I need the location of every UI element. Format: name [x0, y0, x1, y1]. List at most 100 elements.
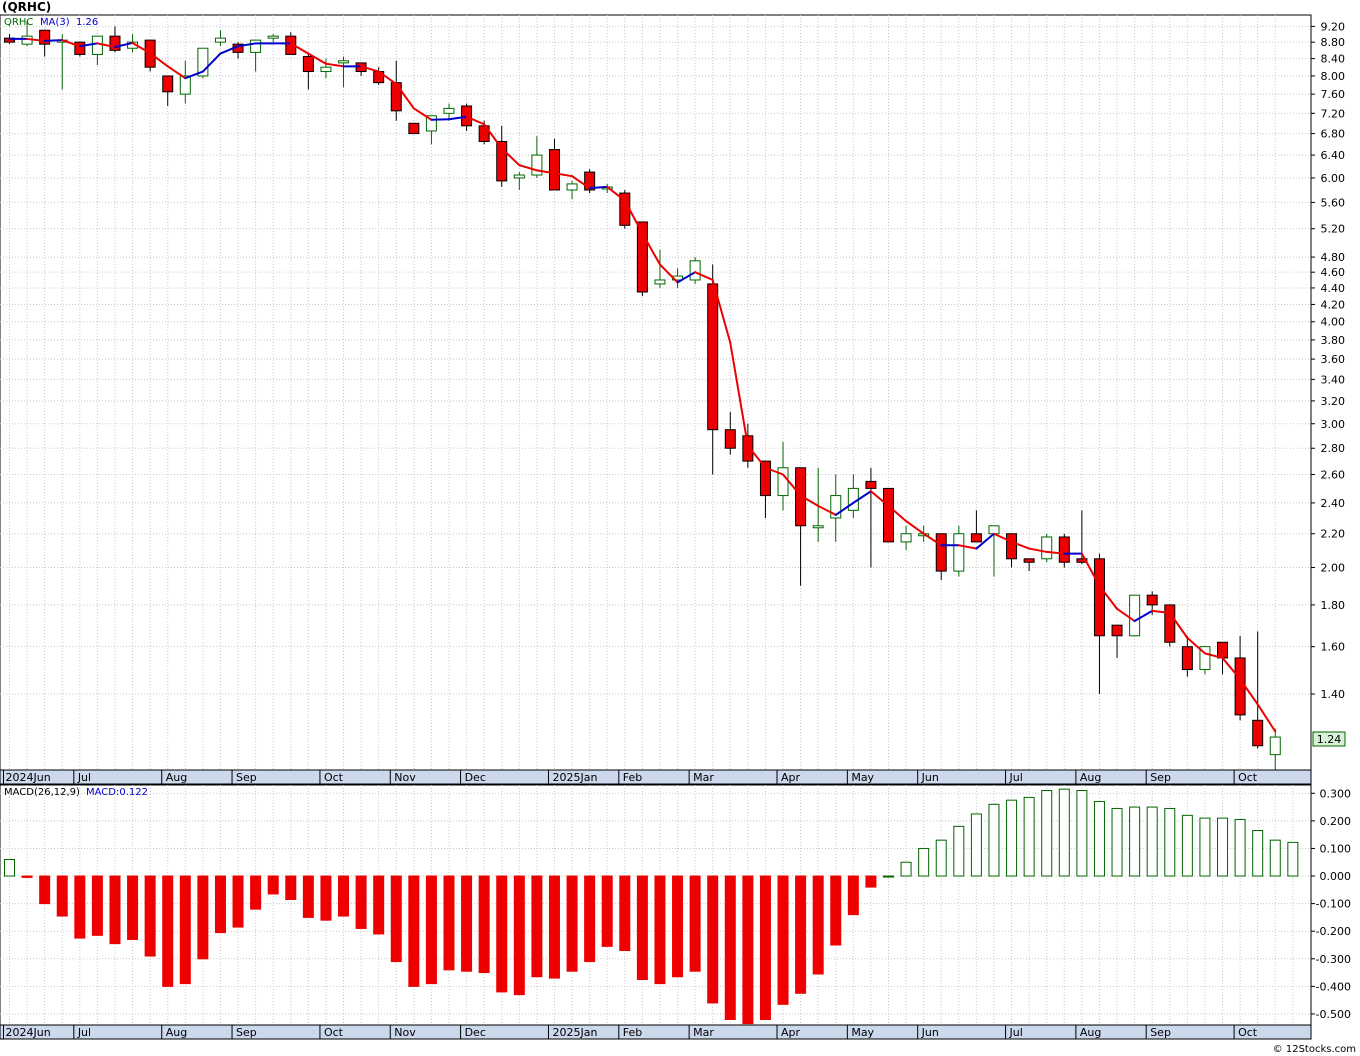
macd-tick-label: -0.200: [1316, 925, 1351, 938]
ma3-segment: [518, 164, 538, 172]
macd-bar: [584, 875, 596, 963]
candle-body: [408, 122, 420, 135]
candle: [267, 34, 279, 43]
price-tick-label: 4.20: [1321, 298, 1346, 311]
candle: [1041, 533, 1053, 563]
candle-body: [1041, 536, 1053, 560]
macd-bar: [900, 861, 912, 877]
price-tick-label: 2.00: [1321, 562, 1346, 575]
ma3-segment: [922, 532, 943, 547]
macd-bar: [408, 875, 420, 987]
ma3-segment: [465, 115, 486, 126]
macd-bar: [654, 875, 666, 985]
ma3-segment: [395, 83, 415, 110]
candle: [1111, 624, 1123, 658]
macd-bar: [1269, 839, 1281, 877]
ma3-segments: [8, 37, 1277, 733]
price-legend-ma-value: 1.26: [76, 17, 98, 28]
candle-body: [584, 171, 596, 191]
price-month-labels: 2024Jun Jul Aug Sep Oct Nov Dec 2025Jan Feb Mar Ap…: [3, 770, 1258, 784]
price-tick-label: 1.60: [1321, 641, 1346, 654]
candle-body: [724, 429, 736, 449]
macd-bar: [390, 875, 402, 963]
month-label: 2025Jan: [552, 1026, 597, 1039]
ma3-segment: [1168, 611, 1189, 639]
candle: [1181, 635, 1193, 677]
candle-body: [39, 29, 51, 45]
ma3-segment: [1186, 636, 1206, 655]
ma3-segment: [1028, 547, 1048, 553]
candle-body: [988, 525, 1000, 535]
candle-body: [1181, 646, 1193, 671]
ma3-segment: [1203, 652, 1224, 659]
month-label: Sep: [1150, 771, 1171, 784]
macd-bar: [425, 875, 437, 985]
month-label: Oct: [1238, 1026, 1258, 1039]
month-label: Mar: [693, 1026, 714, 1039]
candle: [900, 525, 912, 551]
macd-bar: [742, 875, 754, 1025]
macd-bar: [74, 875, 86, 939]
last-price-badge: [1312, 731, 1346, 747]
month-label: Jul: [77, 1026, 91, 1039]
month-label: Mar: [693, 771, 714, 784]
candle: [496, 125, 508, 187]
macd-legend-label: MACD(26,12,9): [4, 787, 80, 798]
candle-body: [531, 154, 543, 176]
price-tick-label: 2.20: [1321, 528, 1346, 541]
ma3-segment: [799, 494, 820, 507]
month-label: Aug: [166, 1026, 187, 1039]
price-tick-label: 3.20: [1321, 395, 1346, 408]
macd-bar: [1199, 817, 1211, 877]
candle-body: [1252, 719, 1264, 747]
price-legend-ma-label: MA(3): [40, 17, 70, 28]
candle: [74, 41, 86, 57]
price-tick-label: 9.20: [1321, 20, 1346, 33]
candle: [179, 60, 191, 104]
candle: [109, 26, 121, 53]
ma3-segment: [711, 278, 732, 344]
candle-body: [883, 487, 894, 543]
macd-bar: [127, 875, 139, 940]
ma3-segment: [1080, 552, 1101, 587]
macd-bar: [197, 875, 209, 960]
ma3-segment: [834, 501, 855, 516]
macd-bar: [478, 875, 490, 974]
candle: [1252, 631, 1264, 749]
candle-body: [214, 37, 226, 43]
macd-tick-label: 0.100: [1320, 842, 1352, 855]
macd-bar: [883, 875, 894, 878]
candle-body: [1217, 641, 1229, 659]
candle-body: [900, 533, 912, 543]
candle-body: [320, 66, 332, 73]
month-label: Jun: [921, 771, 939, 784]
macd-bar: [531, 875, 543, 978]
copyright-text: © 12Stocks.com: [1273, 1044, 1356, 1055]
macd-bar: [1111, 807, 1123, 877]
macd-bar: [214, 875, 226, 934]
candle-body: [179, 75, 191, 95]
price-pane: [0, 14, 1312, 771]
candle-body: [1076, 558, 1088, 563]
macd-bars: [4, 788, 1299, 1025]
month-label: Sep: [236, 1026, 257, 1039]
candle: [1023, 558, 1035, 572]
month-label: 2024Jun: [6, 1026, 51, 1039]
macd-bar: [56, 875, 68, 917]
macd-bar: [1181, 814, 1193, 877]
candle: [548, 138, 560, 191]
candle-body: [759, 460, 771, 497]
price-tick-label: 7.60: [1321, 88, 1346, 101]
ma3-segment: [96, 42, 116, 49]
candle: [759, 460, 771, 518]
macd-legend-value: MACD:0.122: [86, 787, 148, 798]
candle: [390, 60, 402, 121]
candle: [250, 39, 262, 72]
candle: [1006, 533, 1018, 568]
macd-bar: [21, 875, 33, 878]
ma3-segment: [166, 65, 187, 80]
ma3-segment: [78, 42, 99, 48]
ma3-segment: [535, 169, 556, 175]
macd-bar: [267, 875, 279, 895]
